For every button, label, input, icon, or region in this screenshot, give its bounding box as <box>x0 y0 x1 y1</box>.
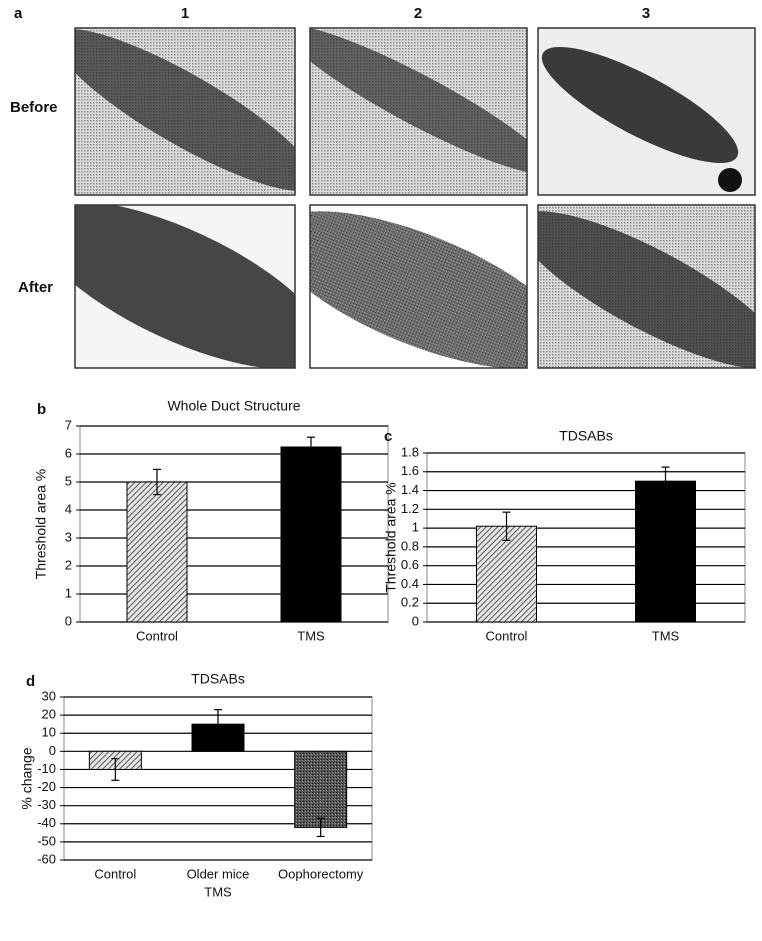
y-tick-label: 0 <box>49 743 56 758</box>
x-tick-label: TMS <box>652 628 680 643</box>
x-tick-label: Oophorectomy <box>278 866 364 881</box>
y-axis-label: % change <box>19 747 35 809</box>
bar <box>126 481 188 623</box>
column-label: 1 <box>181 5 189 22</box>
micrographs <box>74 27 756 369</box>
chart-title: TDSABs <box>191 671 245 687</box>
y-tick-label: -20 <box>37 779 56 794</box>
x-tick-label: Control <box>94 866 136 881</box>
x-tick-label: Control <box>486 628 528 643</box>
bar <box>476 525 537 623</box>
micrograph <box>75 205 295 368</box>
y-tick-label: 30 <box>42 688 56 703</box>
y-tick-label: 0 <box>412 613 419 628</box>
y-tick-label: 0.4 <box>401 576 419 591</box>
column-label: 2 <box>414 5 422 22</box>
y-tick-label: 4 <box>65 501 72 516</box>
y-tick-label: 2 <box>65 557 72 572</box>
row-label: Before <box>10 99 58 116</box>
y-tick-label: -50 <box>37 833 56 848</box>
y-tick-label: 20 <box>42 707 56 722</box>
y-tick-label: -10 <box>37 761 56 776</box>
bar <box>294 750 348 828</box>
panel-label: c <box>384 428 392 445</box>
bar <box>635 480 696 623</box>
y-tick-label: 6 <box>65 445 72 460</box>
panel-label: a <box>14 5 23 22</box>
bar <box>280 446 342 623</box>
plot-area <box>426 452 746 623</box>
y-axis-label: Threshold area % <box>33 469 49 580</box>
y-tick-label: 0.6 <box>401 557 419 572</box>
micrograph <box>75 28 295 195</box>
y-tick-label: 1.6 <box>401 463 419 478</box>
row-label: After <box>18 279 53 296</box>
y-tick-label: 0.2 <box>401 595 419 610</box>
y-tick-label: -30 <box>37 797 56 812</box>
plot-area <box>79 425 389 623</box>
y-tick-label: 7 <box>65 417 72 432</box>
micrograph <box>310 28 527 195</box>
y-axis-label: Threshold area % <box>383 482 399 593</box>
y-tick-label: 1 <box>65 585 72 600</box>
panel-label: b <box>37 401 46 418</box>
y-tick-label: 0.8 <box>401 538 419 553</box>
y-tick-label: 1.8 <box>401 444 419 459</box>
y-tick-label: 1 <box>412 520 419 535</box>
chart-title: Whole Duct Structure <box>167 398 300 414</box>
y-tick-label: -40 <box>37 815 56 830</box>
micrograph <box>538 28 755 195</box>
x-tick-label: TMS <box>297 628 325 643</box>
x-tick-label: TMS <box>204 884 232 899</box>
panel-label: d <box>26 673 35 690</box>
micrograph <box>310 205 527 368</box>
y-tick-label: -60 <box>37 851 56 866</box>
x-tick-label: Control <box>136 628 178 643</box>
column-label: 3 <box>642 5 650 22</box>
x-tick-label: Older mice <box>187 866 250 881</box>
y-tick-label: 3 <box>65 529 72 544</box>
y-tick-label: 10 <box>42 725 56 740</box>
y-tick-label: 1.2 <box>401 501 419 516</box>
micrograph <box>538 205 755 368</box>
y-tick-label: 1.4 <box>401 482 419 497</box>
y-tick-label: 0 <box>65 613 72 628</box>
y-tick-label: 5 <box>65 473 72 488</box>
chart-title: TDSABs <box>559 428 613 444</box>
